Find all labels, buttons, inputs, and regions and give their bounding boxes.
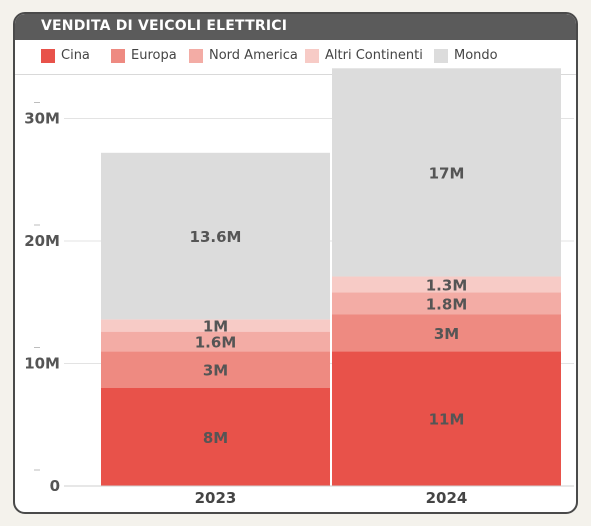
- legend-swatch-europa: [111, 49, 125, 63]
- bar-segment: [332, 292, 561, 315]
- bar-segment: [101, 388, 330, 486]
- y-tick-label: 20M: [24, 232, 60, 250]
- data-label: 11M: [429, 411, 465, 429]
- data-label: 3M: [434, 325, 459, 343]
- y-tick-label: 30M: [24, 110, 60, 128]
- bar-segment: [332, 276, 561, 293]
- data-label: 3M: [203, 362, 228, 380]
- data-label: 8M: [203, 429, 228, 447]
- chart-title: VENDITA DI VEICOLI ELETTRICI: [41, 18, 288, 34]
- legend-swatch-nord-america: [189, 49, 203, 63]
- legend-swatch-cina: [41, 49, 55, 63]
- legend-label-mondo: Mondo: [454, 48, 498, 63]
- legend-label-europa: Europa: [131, 48, 177, 63]
- data-label: 13.6M: [190, 228, 242, 246]
- data-label: 1.8M: [426, 295, 468, 313]
- legend-label-altri-continenti: Altri Continenti: [325, 48, 423, 63]
- y-tick-label: 0: [50, 477, 60, 495]
- bar-segment: [101, 331, 330, 352]
- legend-swatch-mondo: [434, 49, 448, 63]
- data-label: 1M: [203, 318, 228, 336]
- data-label: 17M: [429, 164, 465, 182]
- legend-label-nord-america: Nord America: [209, 48, 298, 63]
- legend-swatch-altri-continenti: [305, 49, 319, 63]
- bar-segment: [332, 68, 561, 277]
- x-tick-label: 2024: [426, 489, 468, 507]
- x-tick-label: 2023: [195, 489, 237, 507]
- bar-segment: [101, 152, 330, 320]
- data-label: 1.6M: [195, 333, 237, 351]
- data-label: 1.3M: [426, 276, 468, 294]
- bar-segment: [332, 351, 561, 486]
- bar-segment: [332, 314, 561, 352]
- bar-segment: [101, 351, 330, 388]
- chart-title-bar: VENDITA DI VEICOLI ELETTRICI: [15, 14, 576, 40]
- legend-label-cina: Cina: [61, 48, 90, 63]
- y-tick-label: 10M: [24, 355, 60, 373]
- bar-segment: [101, 319, 330, 332]
